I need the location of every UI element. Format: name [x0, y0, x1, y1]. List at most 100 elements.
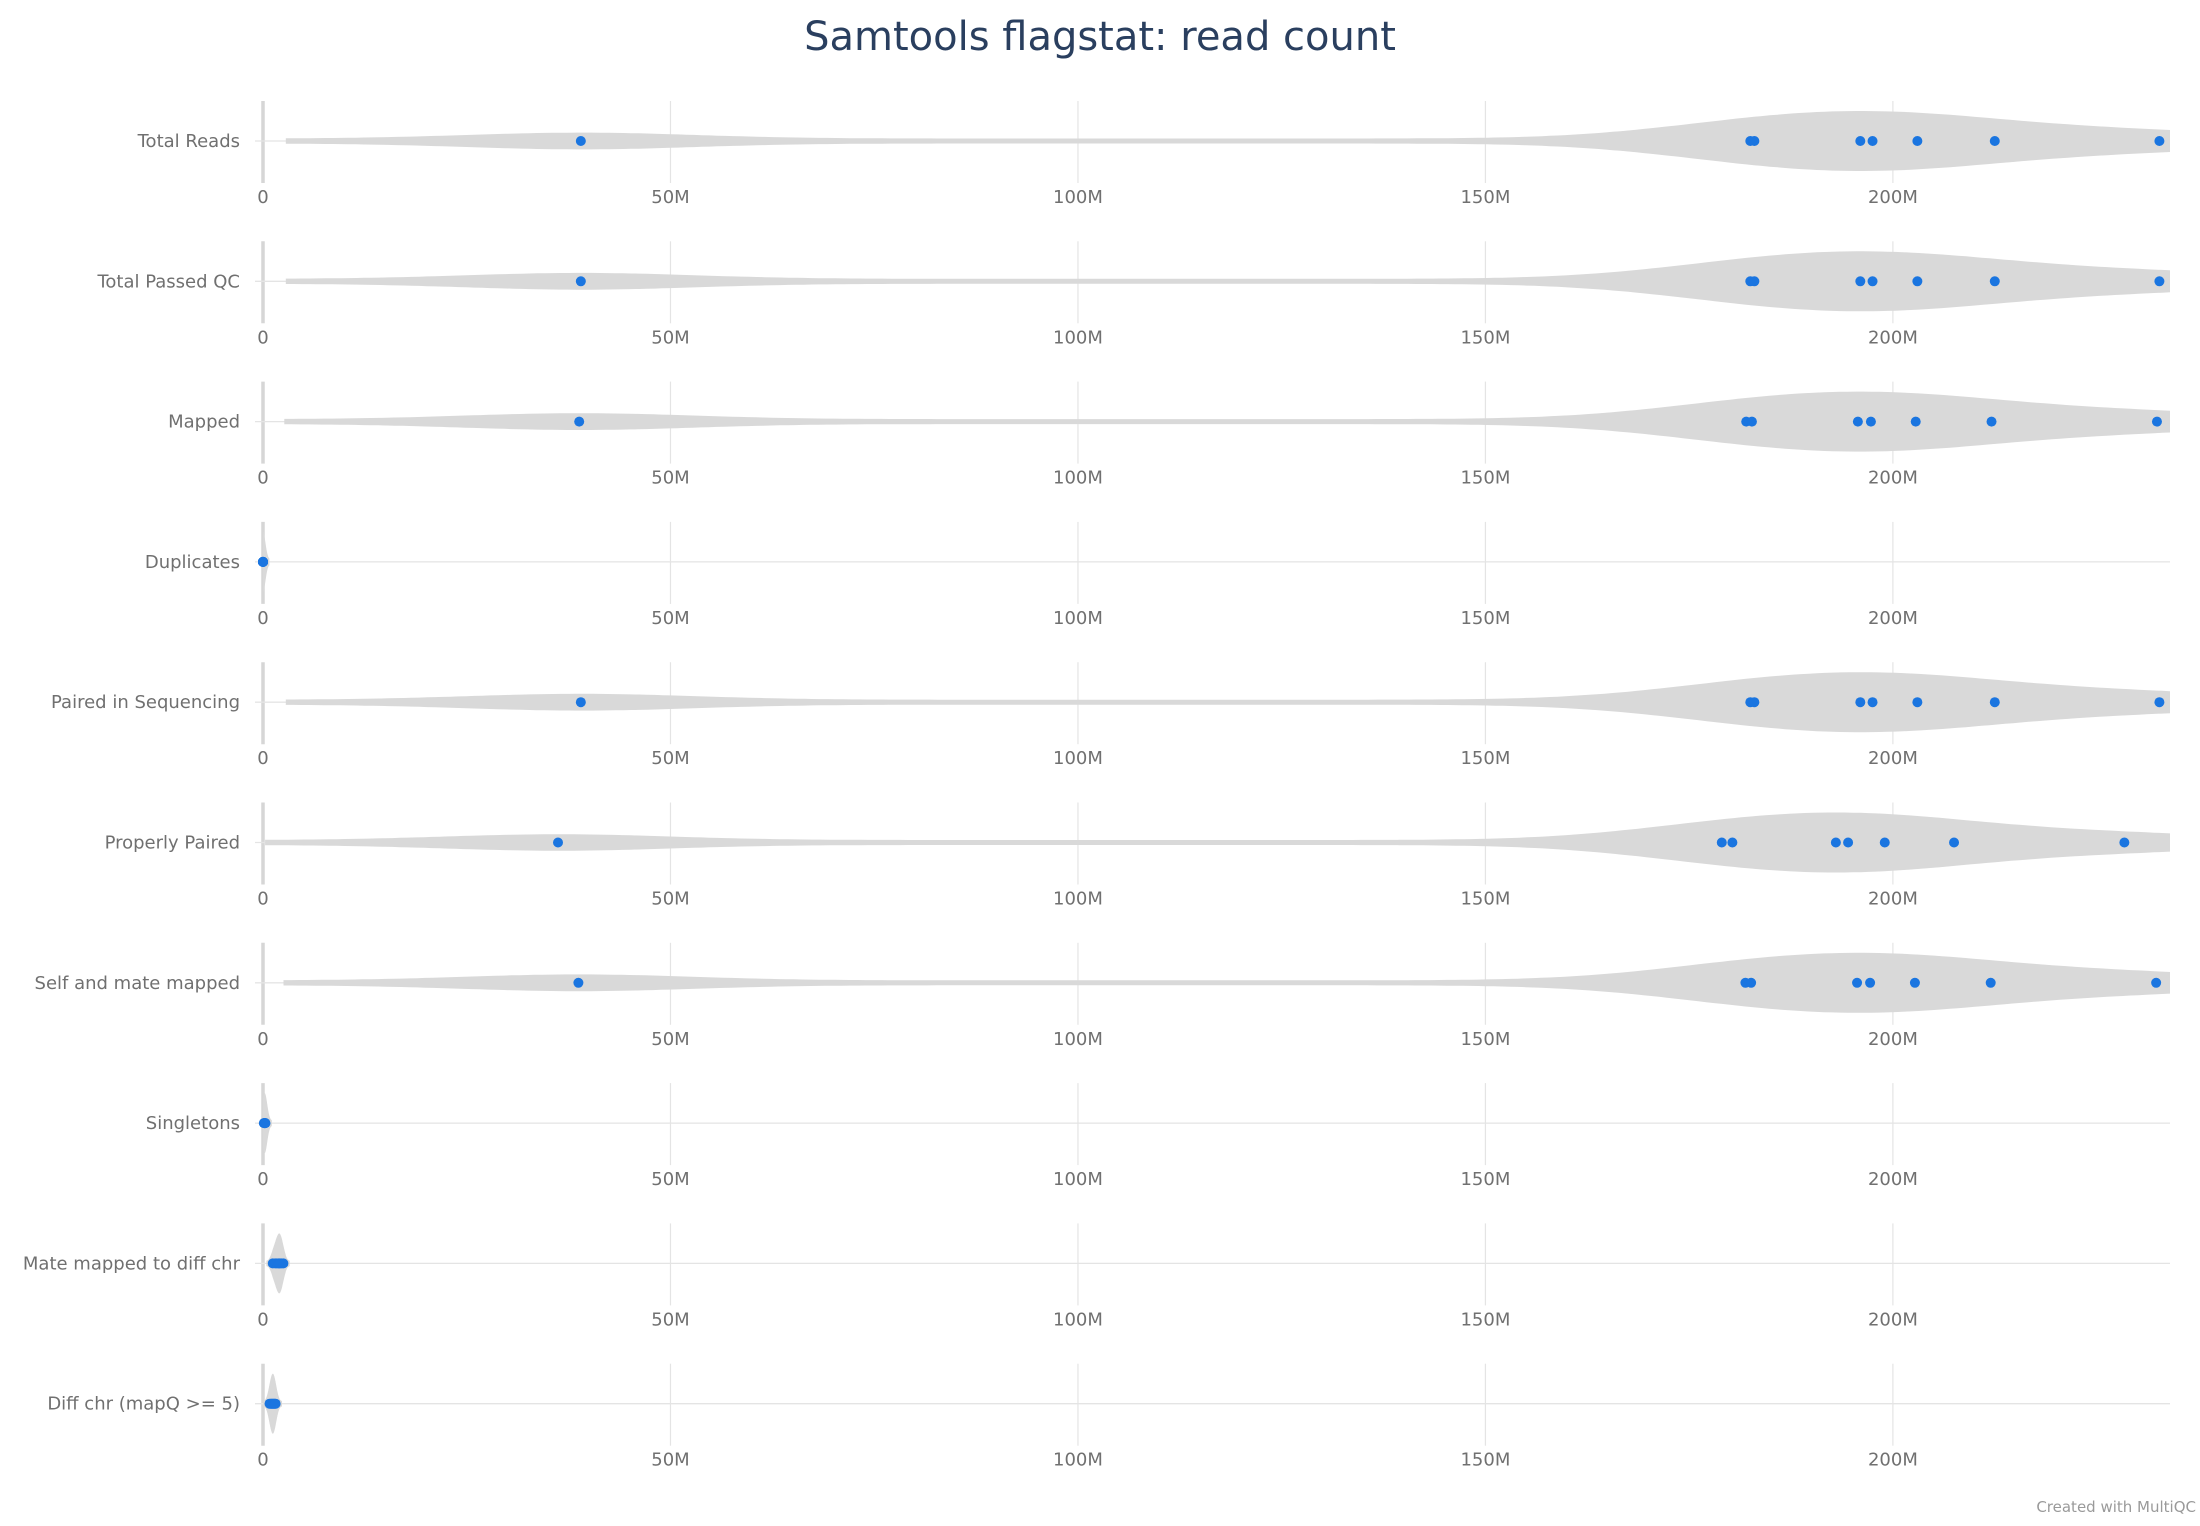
- data-point[interactable]: [1749, 276, 1760, 287]
- tick-label: 0: [257, 608, 268, 629]
- violin-row: Paired in Sequencing 0 50M 100M 150M 200M: [51, 662, 2170, 769]
- data-point[interactable]: [1879, 837, 1890, 848]
- violin-shape: [283, 952, 2170, 1013]
- data-point[interactable]: [1912, 136, 1923, 146]
- tick-label: 0: [257, 1450, 268, 1471]
- violin-shape: [285, 672, 2170, 733]
- tick-label: 50M: [651, 1169, 689, 1190]
- violin-row: Mapped 0 50M 100M 150M 200M: [168, 381, 2170, 489]
- violin-row: Mate mapped to diff chr 0 50M 100M 150M 200M: [23, 1223, 2170, 1330]
- data-point[interactable]: [260, 1118, 271, 1129]
- violin-row: Self and mate mapped 0 50M 100M 150M 200M: [35, 942, 2170, 1050]
- data-point[interactable]: [1865, 977, 1876, 988]
- violin-shape: [285, 251, 2170, 312]
- tick-label: 200M: [1868, 187, 1918, 208]
- data-point[interactable]: [1843, 837, 1854, 848]
- tick-label: 150M: [1460, 889, 1510, 910]
- tick-label: 200M: [1868, 1029, 1918, 1050]
- violin-row: Total Passed QC 0 50M 100M 150M 200M: [96, 241, 2170, 348]
- row-label: Singletons: [146, 1113, 240, 1134]
- data-point[interactable]: [258, 556, 268, 567]
- tick-label: 150M: [1460, 748, 1510, 769]
- data-point[interactable]: [573, 977, 584, 988]
- tick-label: 100M: [1053, 1309, 1103, 1330]
- tick-label: 150M: [1460, 1450, 1510, 1471]
- violin-shape: [285, 111, 2170, 171]
- data-point[interactable]: [575, 136, 586, 146]
- data-point[interactable]: [1749, 136, 1760, 146]
- data-point[interactable]: [1912, 697, 1923, 708]
- data-point[interactable]: [1746, 977, 1757, 988]
- data-point[interactable]: [2151, 416, 2162, 427]
- row-label: Duplicates: [145, 552, 240, 573]
- tick-label: 50M: [651, 1029, 689, 1050]
- data-point[interactable]: [575, 697, 586, 708]
- data-point[interactable]: [1912, 276, 1923, 287]
- data-point[interactable]: [1855, 136, 1866, 146]
- tick-label: 0: [257, 187, 268, 208]
- data-point[interactable]: [2154, 697, 2165, 708]
- data-point[interactable]: [1852, 977, 1863, 988]
- data-point[interactable]: [1989, 276, 2000, 287]
- data-point[interactable]: [1985, 977, 1996, 988]
- violin-row: Properly Paired 0 50M 100M 150M 200M: [105, 802, 2171, 910]
- data-point[interactable]: [1949, 837, 1960, 848]
- data-point[interactable]: [1716, 837, 1727, 848]
- row-label: Total Reads: [137, 131, 240, 152]
- tick-label: 200M: [1868, 1169, 1918, 1190]
- row-label: Diff chr (mapQ >= 5): [47, 1394, 240, 1415]
- data-point[interactable]: [1909, 977, 1920, 988]
- tick-label: 100M: [1053, 187, 1103, 208]
- row-label: Self and mate mapped: [35, 973, 240, 994]
- data-point[interactable]: [553, 837, 564, 848]
- data-point[interactable]: [1865, 416, 1876, 427]
- data-point[interactable]: [278, 1258, 289, 1269]
- data-point[interactable]: [1910, 416, 1921, 427]
- tick-label: 50M: [651, 468, 689, 489]
- credit-label: Created with MultiQC: [2036, 1498, 2196, 1516]
- tick-label: 0: [257, 1169, 268, 1190]
- tick-label: 100M: [1053, 889, 1103, 910]
- tick-label: 100M: [1053, 608, 1103, 629]
- tick-label: 0: [257, 889, 268, 910]
- data-point[interactable]: [1867, 697, 1878, 708]
- data-point[interactable]: [1749, 697, 1760, 708]
- data-point[interactable]: [2119, 837, 2130, 848]
- tick-label: 0: [257, 1309, 268, 1330]
- data-point[interactable]: [1746, 416, 1757, 427]
- data-point[interactable]: [1986, 416, 1997, 427]
- data-point[interactable]: [1852, 416, 1863, 427]
- data-point[interactable]: [2151, 977, 2162, 988]
- data-point[interactable]: [1867, 136, 1878, 146]
- data-point[interactable]: [1727, 837, 1738, 848]
- tick-label: 200M: [1868, 327, 1918, 348]
- tick-label: 50M: [651, 1309, 689, 1330]
- data-point[interactable]: [1855, 276, 1866, 287]
- data-point[interactable]: [1867, 276, 1878, 287]
- violin-row: Singletons 0 50M 100M 150M 200M: [146, 1083, 2170, 1190]
- violin-row: Total Reads 0 50M 100M 150M 200M: [137, 101, 2170, 208]
- violin-shape: [265, 812, 2171, 873]
- tick-label: 100M: [1053, 1450, 1103, 1471]
- tick-label: 150M: [1460, 187, 1510, 208]
- row-label: Paired in Sequencing: [51, 692, 240, 713]
- data-point[interactable]: [575, 276, 586, 287]
- data-point[interactable]: [1989, 697, 2000, 708]
- tick-label: 200M: [1868, 748, 1918, 769]
- tick-label: 200M: [1868, 468, 1918, 489]
- tick-label: 150M: [1460, 1309, 1510, 1330]
- tick-label: 150M: [1460, 327, 1510, 348]
- tick-label: 200M: [1868, 1450, 1918, 1471]
- data-point[interactable]: [1855, 697, 1866, 708]
- data-point[interactable]: [2154, 276, 2165, 287]
- chart-title: Samtools flagstat: read count: [804, 14, 1396, 60]
- tick-label: 0: [257, 468, 268, 489]
- data-point[interactable]: [1989, 136, 2000, 146]
- data-point[interactable]: [574, 416, 585, 427]
- data-point[interactable]: [1830, 837, 1841, 848]
- data-point[interactable]: [2154, 136, 2165, 146]
- data-point[interactable]: [270, 1398, 281, 1409]
- tick-label: 100M: [1053, 468, 1103, 489]
